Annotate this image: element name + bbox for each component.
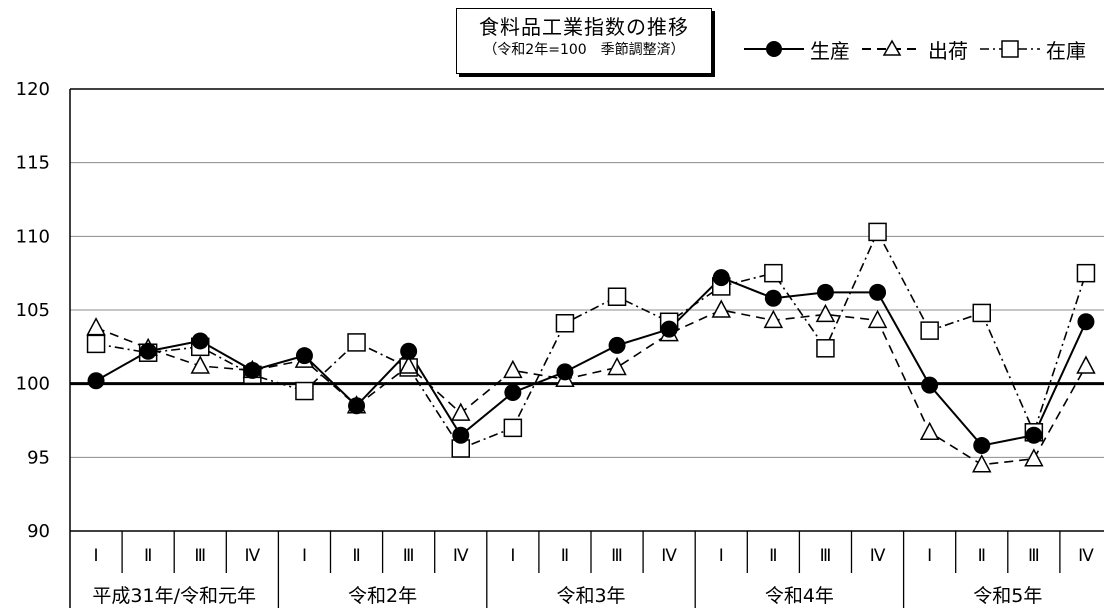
x-tick-label: Ⅳ [870, 546, 886, 566]
data-point-square [764, 263, 783, 283]
data-point-triangle [919, 421, 940, 441]
x-tick-label: Ⅰ [94, 546, 99, 566]
data-point-triangle [763, 309, 784, 329]
data-point-square [920, 321, 939, 340]
x-tick-label: Ⅰ [302, 546, 307, 566]
x-group-label: 令和3年 [556, 585, 625, 607]
chart-subtitle: （令和2年=100 季節調整済） [483, 42, 685, 58]
data-point-triangle [503, 359, 523, 379]
legend-circle-marker-icon [744, 41, 804, 57]
data-point-triangle [451, 402, 471, 421]
data-point-circle [1077, 313, 1095, 331]
x-tick-label: Ⅱ [769, 546, 777, 566]
data-point-triangle [867, 309, 888, 329]
data-point-circle [87, 372, 105, 390]
legend-square-marker-icon [980, 40, 1040, 58]
x-tick-label: Ⅳ [661, 546, 677, 566]
data-point-circle [816, 283, 834, 301]
x-tick-label: Ⅲ [194, 546, 206, 566]
data-point-square [868, 222, 887, 242]
legend-label: 出荷 [928, 38, 968, 63]
data-point-triangle [607, 356, 627, 376]
legend-item-production: 生産 [742, 35, 856, 64]
data-point-triangle [1024, 448, 1044, 467]
x-tick-label: Ⅳ [244, 546, 260, 566]
data-point-square [347, 333, 366, 352]
data-point-circle [400, 342, 418, 360]
data-point-circle [243, 361, 261, 379]
data-point-triangle [398, 355, 419, 374]
y-tick-label: 100 [16, 374, 50, 395]
data-point-triangle [711, 299, 731, 318]
data-point-square [607, 287, 627, 306]
x-tick-label: Ⅳ [1078, 546, 1094, 566]
series-line-square [95, 230, 1087, 450]
legend-label: 生産 [810, 38, 850, 63]
x-tick-label: Ⅰ [719, 546, 724, 566]
x-tick-label: Ⅲ [1028, 546, 1040, 566]
data-point-triangle [86, 317, 106, 336]
legend-item-shipment: 出荷 [860, 35, 974, 64]
x-tick-label: Ⅱ [978, 546, 986, 566]
y-tick-label: 110 [16, 226, 50, 247]
data-point-triangle [972, 454, 992, 473]
data-point-triangle [815, 303, 836, 323]
data-point-triangle [1076, 355, 1096, 374]
data-point-circle [504, 384, 522, 402]
data-point-circle [712, 269, 730, 287]
legend-item-inventory: 在庫 [978, 35, 1092, 64]
data-point-square [816, 339, 835, 358]
chart-title: 食料品工業指数の推移 [479, 15, 689, 39]
data-point-circle [921, 376, 939, 394]
data-point-circle [660, 320, 678, 338]
data-point-square [86, 334, 106, 354]
data-point-square [503, 418, 523, 438]
x-tick-label: Ⅰ [927, 546, 932, 566]
series-line-circle [95, 276, 1087, 447]
x-tick-label: Ⅱ [561, 546, 569, 566]
data-point-square [295, 381, 314, 401]
data-point-square [1076, 263, 1096, 283]
x-group-label: 令和2年 [348, 585, 417, 607]
x-tick-label: Ⅲ [403, 546, 415, 566]
data-point-circle [139, 342, 157, 360]
data-point-circle [295, 347, 313, 365]
data-point-circle [608, 336, 626, 354]
x-group-label: 令和4年 [765, 585, 834, 607]
x-tick-label: Ⅱ [144, 546, 152, 566]
x-tick-label: Ⅲ [611, 546, 623, 566]
y-tick-label: 120 [16, 79, 50, 100]
data-point-square [972, 303, 991, 323]
series-lines [95, 230, 1087, 466]
x-group-label: 令和5年 [973, 585, 1042, 607]
y-tick-label: 115 [16, 153, 50, 174]
axes: 90 95 100 105 110 115 120 Ⅰ Ⅱ Ⅲ Ⅳ Ⅰ Ⅱ Ⅲ Ⅳ Ⅰ Ⅱ Ⅲ Ⅳ Ⅰ Ⅱ Ⅲ Ⅳ Ⅰ Ⅱ Ⅲ Ⅳ 平… [16, 79, 1104, 608]
grid-lines [70, 88, 1104, 458]
x-tick-label: Ⅲ [820, 546, 832, 566]
y-tick-label: 105 [16, 300, 50, 321]
x-group-label: 平成31年/令和元年 [92, 585, 256, 607]
data-point-circle [191, 332, 209, 350]
data-point-circle [764, 289, 782, 307]
legend-triangle-marker-icon [862, 39, 922, 56]
data-point-square [555, 314, 575, 333]
data-point-circle [1025, 426, 1043, 444]
x-tick-label: Ⅳ [453, 546, 469, 566]
data-point-circle [452, 426, 470, 444]
data-point-circle [348, 397, 366, 415]
chart-title-box: 食料品工業指数の推移 （令和2年=100 季節調整済） [456, 8, 712, 74]
y-tick-label: 95 [27, 447, 50, 468]
data-point-circle [556, 363, 574, 381]
data-point-circle [973, 437, 991, 455]
x-tick-label: Ⅱ [352, 546, 360, 566]
legend-label: 在庫 [1046, 38, 1086, 63]
legend: 生産 出荷 在庫 [742, 34, 1096, 64]
y-tick-label: 90 [27, 521, 50, 542]
x-tick-label: Ⅰ [510, 546, 515, 566]
series-markers [86, 222, 1096, 473]
data-point-triangle [190, 355, 210, 374]
data-point-circle [869, 283, 887, 301]
